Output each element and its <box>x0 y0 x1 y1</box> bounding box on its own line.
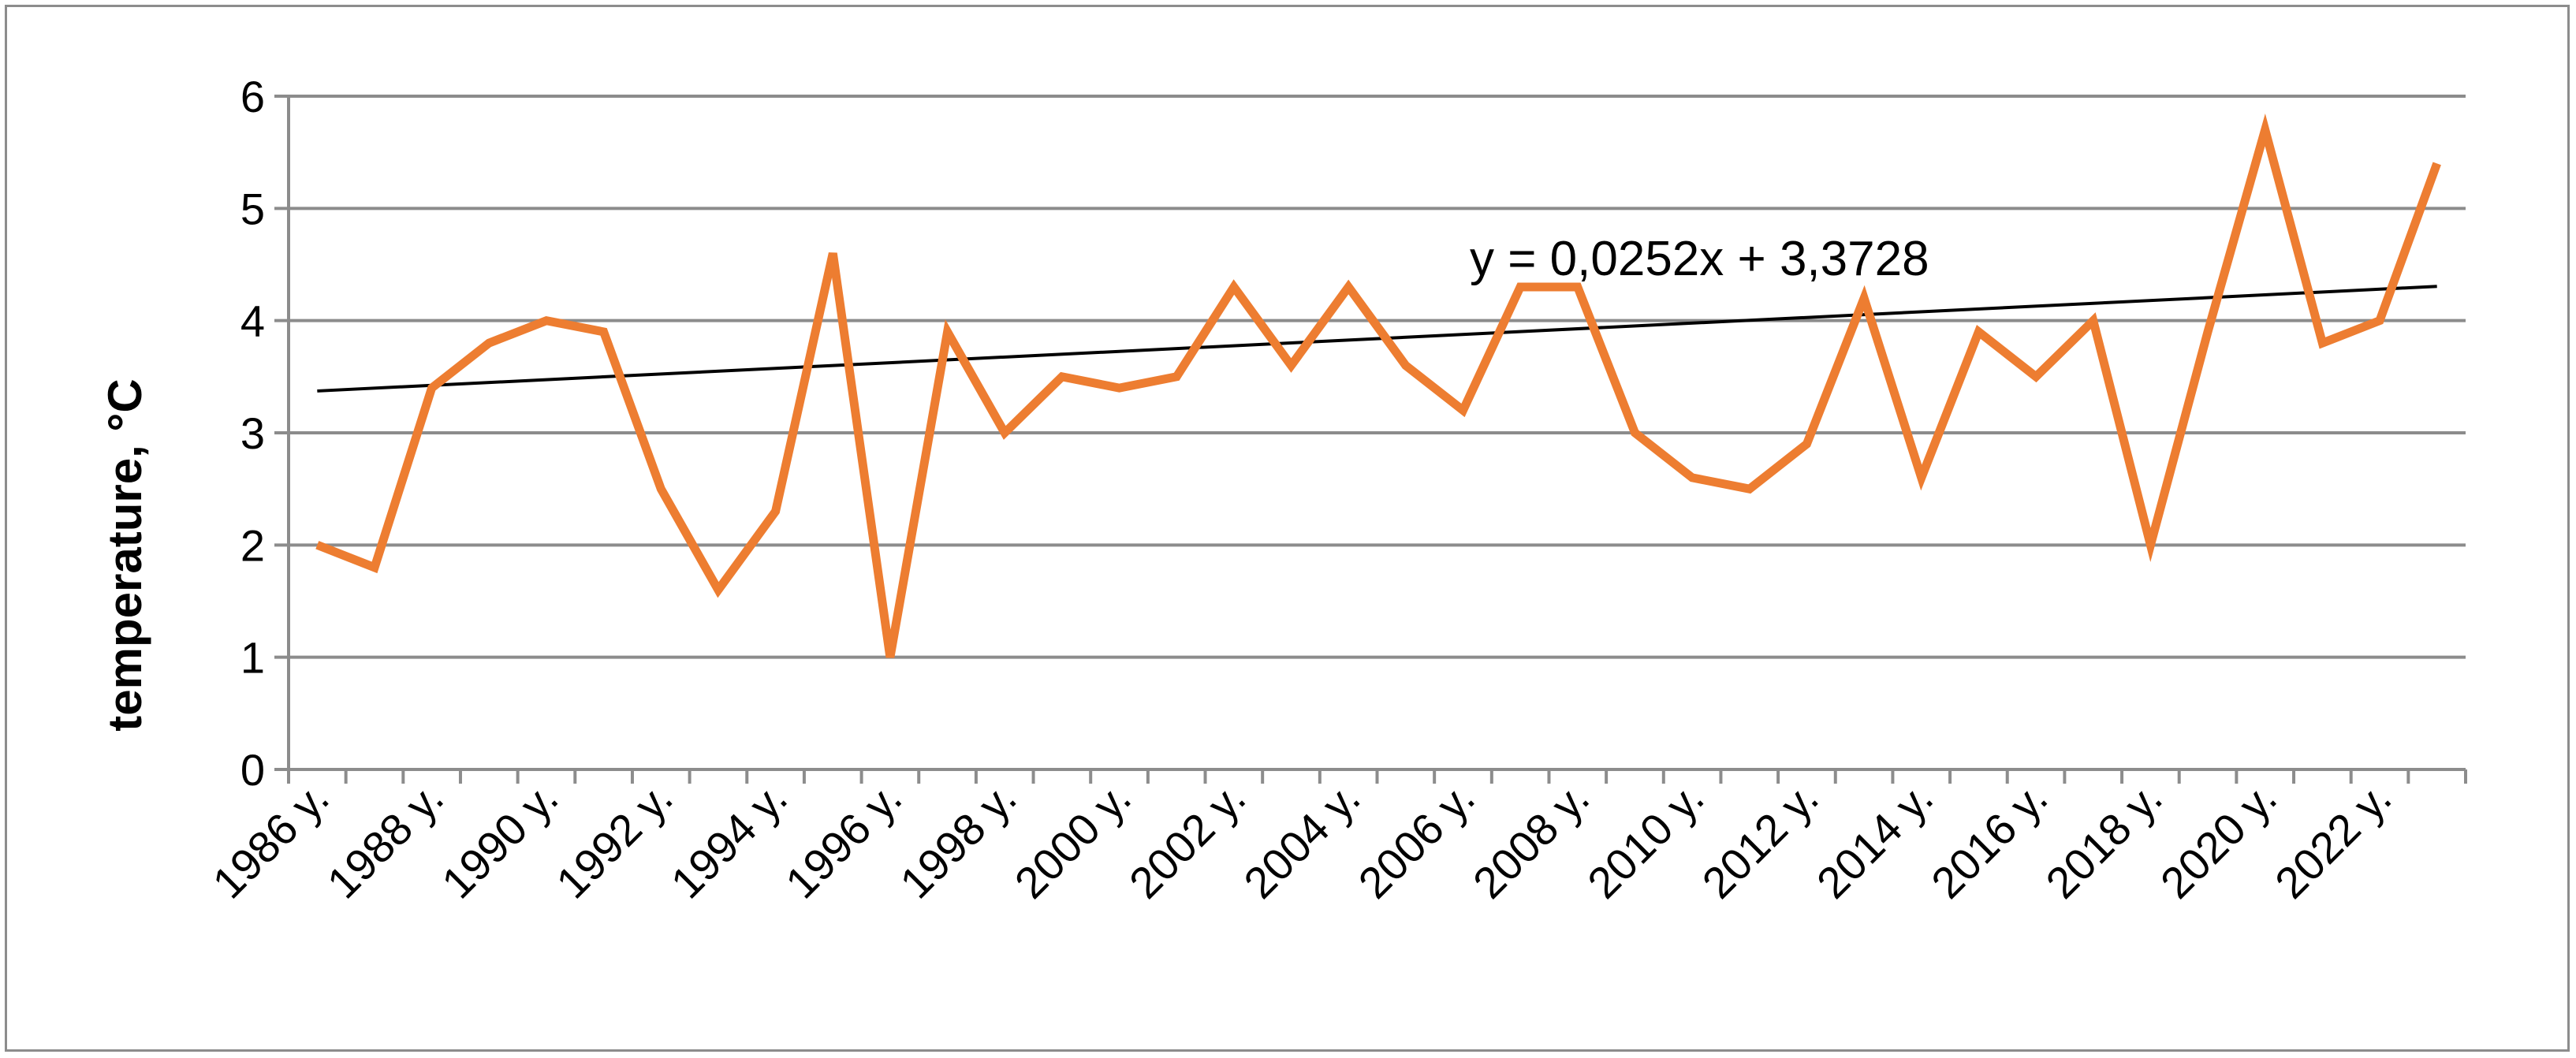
x-axis <box>287 96 2467 784</box>
x-tick-label: 2014 y. <box>1807 773 1943 908</box>
data-point <box>1519 286 1521 288</box>
x-tick-label: 1988 y. <box>318 773 453 908</box>
data-point <box>2093 320 2094 322</box>
data-point <box>488 342 490 344</box>
data-point <box>316 544 318 546</box>
data-point <box>832 252 833 254</box>
data-point <box>1176 376 1177 378</box>
data-point <box>1405 365 1407 367</box>
y-tick-label: 2 <box>240 520 265 570</box>
x-tick-label: 2016 y. <box>1922 773 2057 908</box>
data-point <box>1577 286 1579 288</box>
trendline-line <box>317 285 2437 393</box>
data-point <box>1061 376 1063 378</box>
data-point <box>1921 477 1922 479</box>
line-chart: 0 1 2 3 4 5 6 1986 y.1988 y.1990 y.1992 y.1994… <box>99 72 2467 908</box>
series-line <box>315 114 2441 658</box>
data-point <box>603 331 605 333</box>
data-point <box>889 657 891 658</box>
data-point <box>2207 331 2209 333</box>
y-axis-ticks: 0 1 2 3 4 5 6 <box>240 72 289 795</box>
x-tick-label: 2012 y. <box>1692 773 1828 908</box>
x-tick-label: 2008 y. <box>1463 773 1599 908</box>
trendline-equation: y = 0,0252x + 3,3728 <box>1470 232 1929 286</box>
data-point <box>1233 286 1235 288</box>
x-tick-label: 1998 y. <box>890 773 1026 908</box>
y-tick-label: 1 <box>240 633 265 683</box>
data-point <box>431 387 433 389</box>
y-tick-label: 3 <box>240 408 265 458</box>
data-point <box>660 488 662 490</box>
series-group <box>315 114 2441 658</box>
data-point <box>2035 376 2037 378</box>
x-tick-label: 1986 y. <box>203 773 338 908</box>
data-point <box>2379 320 2380 322</box>
data-point <box>2321 342 2323 344</box>
x-tick-label: 2006 y. <box>1348 773 1484 908</box>
x-tick-label: 2018 y. <box>2036 773 2172 908</box>
data-point <box>546 320 547 322</box>
data-point <box>1691 477 1693 479</box>
data-point <box>1348 286 1349 288</box>
x-tick-label: 2010 y. <box>1578 773 1713 908</box>
x-tick-label: 2000 y. <box>1005 773 1141 908</box>
y-tick-label: 6 <box>240 72 265 121</box>
gridlines <box>289 95 2466 659</box>
data-point <box>2265 129 2266 131</box>
x-axis-ticks: 1986 y.1988 y.1990 y.1992 y.1994 y.1996 … <box>203 773 2400 908</box>
y-tick-label: 4 <box>240 296 265 346</box>
trendline <box>317 285 2437 393</box>
y-tick-label: 5 <box>240 184 265 233</box>
x-tick-label: 2022 y. <box>2265 773 2401 908</box>
x-tick-label: 2020 y. <box>2151 773 2287 908</box>
x-tick-label: 2004 y. <box>1234 773 1370 908</box>
data-point <box>1749 488 1750 490</box>
data-point <box>1978 331 1979 333</box>
x-tick-label: 1994 y. <box>662 773 797 908</box>
y-tick-label: 0 <box>240 745 265 795</box>
x-tick-label: 1996 y. <box>776 773 911 908</box>
data-point <box>1119 387 1120 389</box>
data-point <box>1462 410 1463 412</box>
data-point <box>1863 297 1865 299</box>
x-tick-label: 1990 y. <box>432 773 568 908</box>
data-point <box>374 567 375 568</box>
data-point <box>2436 162 2438 164</box>
x-tick-label: 2002 y. <box>1120 773 1255 908</box>
data-point <box>947 331 949 333</box>
data-point <box>718 589 719 590</box>
data-point <box>1806 443 1807 445</box>
data-point <box>1634 432 1635 434</box>
y-axis-label: temperature, °C <box>99 378 151 731</box>
data-point <box>2149 544 2151 546</box>
data-point <box>1004 432 1005 434</box>
data-point <box>1291 365 1292 367</box>
data-point <box>775 511 777 512</box>
x-tick-label: 1992 y. <box>546 773 682 908</box>
chart-frame: 0 1 2 3 4 5 6 1986 y. 1988 y. 1990 y. 1992 y. 1994… <box>5 5 2570 1052</box>
